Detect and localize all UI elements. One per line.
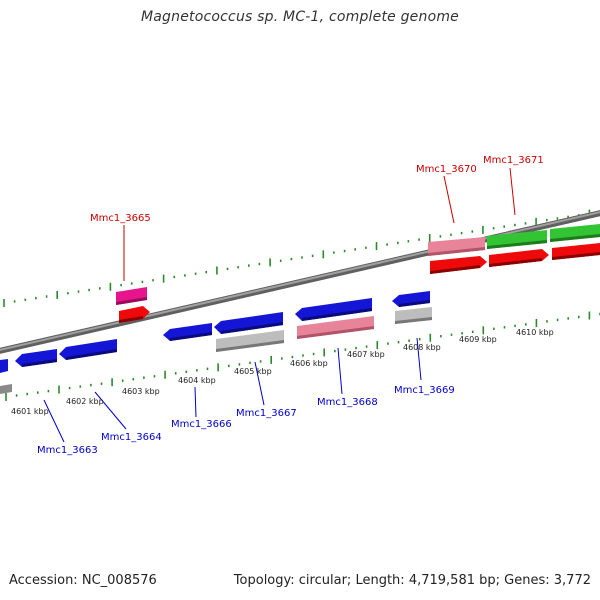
gene-label-reverse[interactable]: Mmc1_3668: [317, 397, 378, 408]
gene-mmc1-3667-blue[interactable]: [214, 312, 283, 334]
gene-mmc1-3663[interactable]: [15, 349, 57, 367]
gene-red-2[interactable]: [489, 249, 549, 267]
gene-mmc1-3668-pink[interactable]: [297, 316, 374, 339]
gene-label-reverse[interactable]: Mmc1_3663: [37, 445, 98, 456]
ruler-label: 4609 kbp: [459, 335, 497, 344]
topology-text: circular: [298, 573, 347, 588]
ruler-label: 4610 kbp: [516, 328, 554, 337]
gene-label-forward[interactable]: Mmc1_3670: [416, 164, 477, 175]
length-value: 4,719,581 bp;: [408, 573, 501, 588]
gene-label-reverse[interactable]: Mmc1_3669: [394, 385, 455, 396]
ruler-labels: 4601 kbp 4602 kbp 4603 kbp 4604 kbp 4605…: [11, 328, 554, 416]
gene-labels: Mmc1_3665 Mmc1_3670 Mmc1_3671 Mmc1_3663 …: [37, 155, 544, 456]
gene-edge-blue[interactable]: [0, 359, 8, 373]
forward-track-dots: [3, 209, 600, 307]
ruler-label: 4603 kbp: [122, 387, 160, 396]
length-text: 4,719,581 bp: [408, 573, 496, 588]
genes-label: Genes:: [504, 573, 550, 588]
gene-mmc1-3668-blue[interactable]: [295, 298, 372, 321]
accession-value: NC_008576: [81, 573, 157, 588]
topology-value: circular;: [298, 573, 352, 588]
gene-mmc1-3669-gray[interactable]: [395, 307, 432, 324]
gene-edge-gray[interactable]: [0, 384, 12, 394]
label-leaders: [43, 167, 516, 443]
gene-mmc1-3667-gray[interactable]: [216, 330, 284, 352]
gene-mmc1-3665-red[interactable]: [119, 306, 150, 323]
gene-mmc1-3670-pink[interactable]: [428, 237, 485, 256]
gene-label-forward[interactable]: Mmc1_3665: [90, 213, 151, 224]
ruler-label: 4608 kbp: [403, 343, 441, 352]
ruler-label: 4605 kbp: [234, 367, 272, 376]
gene-red-1[interactable]: [430, 256, 487, 274]
gene-mmc1-3671-green[interactable]: [487, 230, 547, 249]
ruler-track-dots: [5, 311, 600, 401]
gene-label-forward[interactable]: Mmc1_3671: [483, 155, 544, 166]
ruler-label: 4607 kbp: [347, 350, 385, 359]
ruler-label: 4601 kbp: [11, 407, 49, 416]
genes-value: 3,772: [553, 573, 591, 588]
gene-mmc1-3664[interactable]: [59, 339, 117, 360]
ruler-label: 4606 kbp: [290, 359, 328, 368]
genome-stats: Topology: circular; Length: 4,719,581 bp…: [234, 573, 591, 588]
forward-genes: [116, 224, 600, 323]
gene-label-reverse[interactable]: Mmc1_3666: [171, 419, 232, 430]
map-title: Magnetococcus sp. MC-1, complete genome: [141, 9, 459, 25]
gene-mmc1-3666[interactable]: [163, 323, 212, 341]
accession-prefix: Accession:: [9, 573, 78, 588]
accession-info: Accession: NC_008576: [9, 573, 157, 588]
gene-mmc1-3669-blue[interactable]: [392, 291, 430, 307]
gene-label-reverse[interactable]: Mmc1_3667: [236, 408, 297, 419]
gene-mmc1-3665-magenta[interactable]: [116, 287, 147, 305]
gene-green-right[interactable]: [550, 224, 600, 242]
ruler-label: 4602 kbp: [66, 397, 104, 406]
reverse-genes: [0, 291, 432, 373]
length-label: Length:: [355, 573, 405, 588]
gene-label-reverse[interactable]: Mmc1_3664: [101, 432, 162, 443]
ruler-label: 4604 kbp: [178, 376, 216, 385]
gene-red-3[interactable]: [552, 243, 600, 260]
topology-label: Topology:: [233, 573, 295, 588]
